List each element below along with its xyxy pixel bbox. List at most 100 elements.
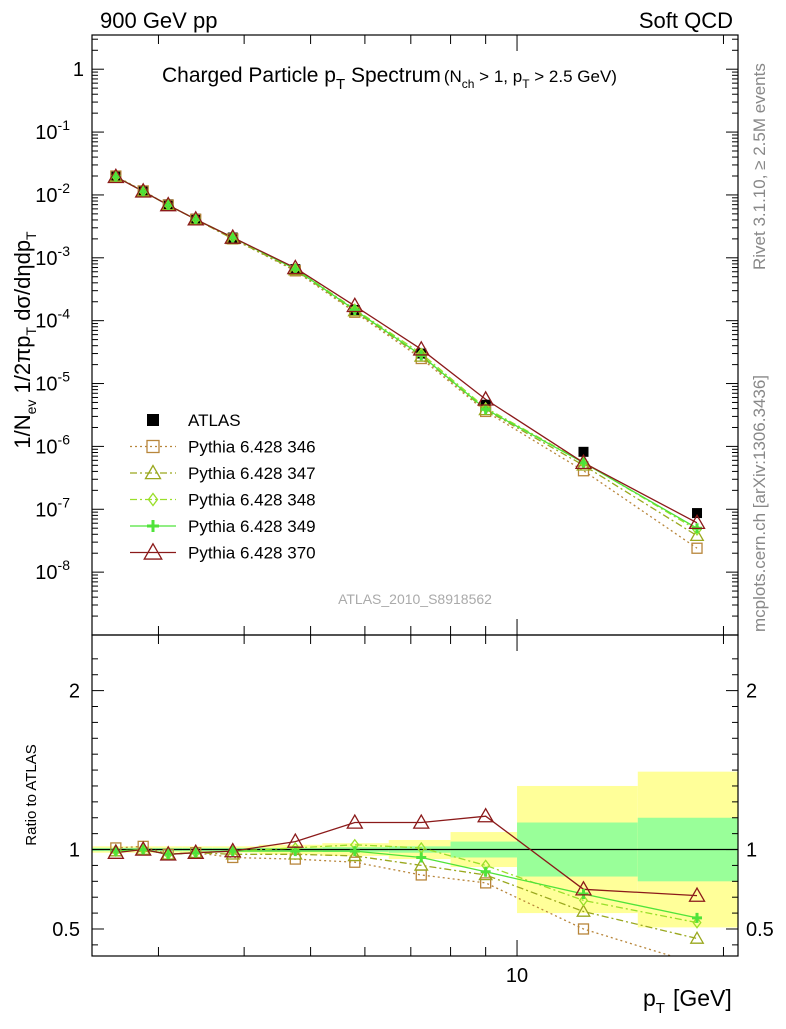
legend-marker-p349 [147, 520, 159, 532]
ratio-y-axis-label: Ratio to ATLAS [23, 744, 40, 845]
legend-label-p349: Pythia 6.428 349 [188, 517, 316, 536]
main-point-p370 [477, 390, 495, 406]
main-point-p370 [224, 228, 242, 244]
ratio-y-tick-label-right: 1 [746, 840, 757, 862]
legend-marker-p370 [143, 542, 163, 560]
main-point-p370 [187, 210, 205, 226]
main-point-p347 [689, 528, 705, 542]
main-point-p349 [163, 200, 174, 211]
ratio-y-tick-label: 1 [69, 840, 80, 862]
ratio-point-p348 [692, 916, 702, 929]
ratio-point-p346 [349, 856, 361, 868]
ratio-point-p347 [689, 930, 705, 944]
header-category-label: Soft QCD [639, 8, 733, 33]
x-tick-label: 10 [506, 965, 528, 987]
main-point-atlas [578, 446, 589, 457]
ratio-point-p370 [346, 813, 364, 829]
ratio-point-p347 [347, 848, 363, 862]
ratio-point-p349 [349, 846, 360, 857]
ratio-point-p347 [478, 867, 494, 881]
main-y-tick-mantissa: 10 [35, 374, 57, 396]
x-axis-label: pT [GeV] [643, 985, 732, 1017]
ratio-y-tick-label-right: 0.5 [746, 919, 774, 941]
ratio-y-tick-label: 0.5 [52, 919, 80, 941]
ratio-point-p349 [227, 846, 238, 857]
ratio-point-p346 [577, 923, 590, 935]
main-y-tick-label: 10-2 [35, 180, 70, 207]
main-point-p370 [134, 182, 152, 198]
rivet-version-label: Rivet 3.1.10, ≥ 2.5M events [750, 63, 769, 270]
main-y-tick-label: 10-6 [35, 431, 70, 458]
main-y-tick-mantissa: 10 [35, 499, 57, 521]
ratio-point-p346 [692, 959, 702, 969]
main-y-tick-exponent: -8 [58, 557, 71, 573]
ratio-point-p349 [190, 847, 201, 858]
main-y-tick-label: 10-4 [35, 306, 70, 333]
main-point-p370 [346, 297, 364, 313]
main-point-p370 [159, 196, 177, 212]
ratio-point-p349 [163, 849, 174, 860]
ratio-point-p370 [134, 840, 152, 856]
main-y-tick-mantissa: 10 [35, 311, 57, 333]
main-y-tick-label: 10-7 [35, 494, 70, 521]
legend-marker-p348 [147, 492, 159, 507]
main-y-tick-mantissa: 10 [35, 562, 57, 584]
legend-entry-p347: Pythia 6.428 347 [130, 464, 316, 483]
legend-label-p347: Pythia 6.428 347 [188, 464, 316, 483]
legend-label-p348: Pythia 6.428 348 [188, 491, 316, 510]
legend-entry-p348: Pythia 6.428 348 [130, 491, 316, 510]
ratio-point-p370 [688, 886, 706, 902]
main-y-tick-label: 10-8 [35, 557, 70, 584]
legend-label-atlas: ATLAS [188, 411, 241, 430]
svg-text:1/Nev 1/2πpT dσ/dηdpT: 1/Nev 1/2πpT dσ/dηdpT [10, 231, 39, 449]
main-point-p349 [190, 214, 201, 225]
main-point-p347 [576, 457, 591, 471]
ratio-line-p370 [115, 815, 698, 897]
main-y-tick-exponent: -1 [58, 117, 71, 133]
legend-label-p370: Pythia 6.428 370 [188, 544, 316, 563]
ratio-point-p370 [107, 843, 125, 859]
main-y-axis-label: 1/Nev 1/2πpT dσ/dηdpT [10, 231, 39, 449]
ratio-point-p370 [187, 843, 205, 859]
ratio-point-p346 [480, 877, 492, 889]
legend-entry-p346: Pythia 6.428 346 [130, 438, 316, 457]
main-y-tick-label: 10-5 [35, 369, 70, 396]
ratio-point-p349 [480, 866, 491, 877]
ratio-point-p370 [159, 845, 177, 861]
main-y-tick-mantissa: 10 [35, 248, 57, 270]
legend-label-p346: Pythia 6.428 346 [188, 438, 316, 457]
ratio-point-p349 [416, 852, 427, 863]
ratio-y-tick-label-right: 2 [746, 681, 757, 703]
main-y-tick-exponent: -7 [58, 494, 71, 510]
ratio-markers [107, 807, 706, 969]
main-point-p370 [412, 340, 430, 356]
main-y-tick-label: 10-3 [35, 243, 70, 270]
ratio-point-p370 [286, 832, 304, 848]
main-y-tick-mantissa: 10 [35, 122, 57, 144]
legend-marker-p347 [144, 464, 162, 480]
main-point-atlas [692, 508, 703, 519]
main-y-tick-label: 1 [73, 59, 84, 81]
main-point-p349 [480, 404, 491, 415]
ratio-point-p347 [225, 846, 241, 860]
main-y-tick-mantissa: 10 [35, 436, 57, 458]
main-point-p349 [138, 186, 149, 197]
main-y-tick-exponent: -2 [58, 180, 71, 196]
main-point-p349 [290, 264, 301, 275]
ratio-y-tick-label: 2 [69, 681, 80, 703]
main-y-tick-exponent: -5 [58, 369, 71, 385]
main-y-tick-exponent: -6 [58, 431, 71, 447]
main-point-p349 [110, 171, 121, 182]
legend-entry-p370: Pythia 6.428 370 [130, 542, 316, 563]
ratio-point-p370 [574, 880, 593, 896]
ratio-point-p370 [224, 842, 242, 858]
legend: ATLAS Pythia 6.428 346 Pythia 6.428 347 Pyt… [130, 411, 316, 563]
ratio-point-p349 [138, 844, 149, 855]
plot-title: Charged Particle pT Spectrum (Nch > 1, pT… [162, 64, 617, 93]
mcplots-source-label: mcplots.cern.ch [arXiv:1306.3436] [750, 374, 769, 632]
ratio-point-p347 [576, 903, 591, 917]
legend-entry-p349: Pythia 6.428 349 [130, 517, 316, 536]
